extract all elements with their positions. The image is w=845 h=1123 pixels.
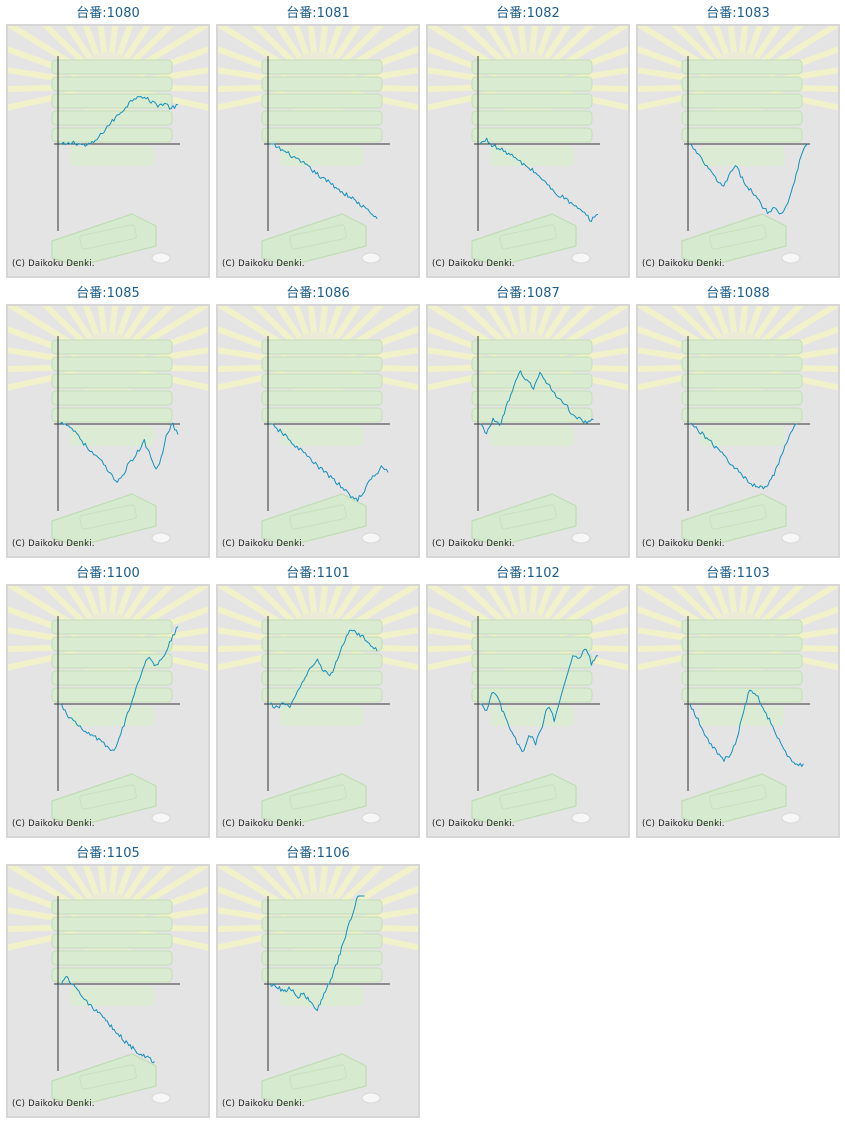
slump-graph-svg xyxy=(8,866,208,1107)
slump-line xyxy=(59,626,179,752)
slump-graph-panel: (C) Daikoku Denki. xyxy=(6,864,210,1118)
slump-line xyxy=(689,143,809,215)
machine-number-title: 台番:1080 xyxy=(76,6,140,21)
machine-number-title: 台番:1088 xyxy=(706,286,770,301)
machine-chart-card: 台番:1088 (C) Daikoku Denki. xyxy=(636,282,840,558)
slump-graph-panel: (C) Daikoku Denki. xyxy=(6,304,210,558)
slump-graph-svg xyxy=(428,306,628,547)
slump-graph-panel: (C) Daikoku Denki. xyxy=(426,24,630,278)
slump-graph-panel: (C) Daikoku Denki. xyxy=(216,304,420,558)
slump-graph-svg xyxy=(638,306,838,547)
slump-graph-panel: (C) Daikoku Denki. xyxy=(6,584,210,838)
machine-chart-card: 台番:1102 (C) Daikoku Denki. xyxy=(426,562,630,838)
machine-number-title: 台番:1086 xyxy=(286,286,350,301)
slump-line xyxy=(269,143,378,220)
copyright-text: (C) Daikoku Denki. xyxy=(222,1099,305,1109)
slump-line xyxy=(59,421,179,483)
slump-graph-panel: (C) Daikoku Denki. xyxy=(216,24,420,278)
slump-line xyxy=(479,137,599,223)
slump-graph-svg xyxy=(8,306,208,547)
slump-graph-panel: (C) Daikoku Denki. xyxy=(426,304,630,558)
copyright-text: (C) Daikoku Denki. xyxy=(642,539,725,549)
slump-line xyxy=(689,422,798,490)
machine-chart-card: 台番:1106 (C) Daikoku Denki. xyxy=(216,842,420,1118)
slump-line xyxy=(479,648,599,752)
copyright-text: (C) Daikoku Denki. xyxy=(432,819,515,829)
copyright-text: (C) Daikoku Denki. xyxy=(432,539,515,549)
copyright-text: (C) Daikoku Denki. xyxy=(222,819,305,829)
slump-graph-svg xyxy=(218,306,418,547)
slump-graph-panel: (C) Daikoku Denki. xyxy=(216,864,420,1118)
machine-number-title: 台番:1100 xyxy=(76,566,140,581)
slump-graph-svg xyxy=(8,26,208,267)
machine-chart-card: 台番:1100 (C) Daikoku Denki. xyxy=(6,562,210,838)
slump-graph-panel: (C) Daikoku Denki. xyxy=(216,584,420,838)
copyright-text: (C) Daikoku Denki. xyxy=(12,539,95,549)
machine-number-title: 台番:1083 xyxy=(706,6,770,21)
copyright-text: (C) Daikoku Denki. xyxy=(12,819,95,829)
copyright-text: (C) Daikoku Denki. xyxy=(12,259,95,269)
slump-graph-svg xyxy=(638,26,838,267)
machine-number-title: 台番:1105 xyxy=(76,846,140,861)
slump-graph-panel: (C) Daikoku Denki. xyxy=(426,584,630,838)
machine-chart-card: 台番:1103 (C) Daikoku Denki. xyxy=(636,562,840,838)
machine-number-title: 台番:1085 xyxy=(76,286,140,301)
slump-graph-svg xyxy=(8,586,208,827)
slump-line xyxy=(269,423,389,502)
machine-number-title: 台番:1106 xyxy=(286,846,350,861)
machine-number-title: 台番:1101 xyxy=(286,566,350,581)
slump-graph-svg xyxy=(428,586,628,827)
slump-graph-svg xyxy=(218,866,418,1107)
machine-chart-card: 台番:1085 (C) Daikoku Denki. xyxy=(6,282,210,558)
machine-number-title: 台番:1082 xyxy=(496,6,560,21)
slump-graph-svg xyxy=(218,26,418,267)
copyright-text: (C) Daikoku Denki. xyxy=(642,819,725,829)
slump-graph-svg xyxy=(218,586,418,827)
slump-graph-panel: (C) Daikoku Denki. xyxy=(636,304,840,558)
slump-line xyxy=(269,629,378,709)
slump-line xyxy=(269,895,365,1012)
machine-chart-card: 台番:1083 (C) Daikoku Denki. xyxy=(636,2,840,278)
machine-chart-card: 台番:1080 (C) Daikoku Denki. xyxy=(6,2,210,278)
slump-line xyxy=(59,96,179,147)
copyright-text: (C) Daikoku Denki. xyxy=(222,259,305,269)
slump-graph-panel: (C) Daikoku Denki. xyxy=(636,584,840,838)
machine-chart-card: 台番:1081 (C) Daikoku Denki. xyxy=(216,2,420,278)
slump-line xyxy=(59,975,155,1064)
machine-chart-card: 台番:1082 (C) Daikoku Denki. xyxy=(426,2,630,278)
machine-chart-card: 台番:1101 (C) Daikoku Denki. xyxy=(216,562,420,838)
slump-line xyxy=(689,689,804,767)
slump-graph-svg xyxy=(638,586,838,827)
copyright-text: (C) Daikoku Denki. xyxy=(432,259,515,269)
machine-chart-card: 台番:1105 (C) Daikoku Denki. xyxy=(6,842,210,1118)
machine-number-title: 台番:1081 xyxy=(286,6,350,21)
copyright-text: (C) Daikoku Denki. xyxy=(12,1099,95,1109)
machine-number-title: 台番:1102 xyxy=(496,566,560,581)
machine-chart-card: 台番:1086 (C) Daikoku Denki. xyxy=(216,282,420,558)
machine-number-title: 台番:1103 xyxy=(706,566,770,581)
slump-line xyxy=(479,370,594,435)
slump-graph-svg xyxy=(428,26,628,267)
slump-graph-panel: (C) Daikoku Denki. xyxy=(636,24,840,278)
slump-graph-panel: (C) Daikoku Denki. xyxy=(6,24,210,278)
machine-number-title: 台番:1087 xyxy=(496,286,560,301)
copyright-text: (C) Daikoku Denki. xyxy=(642,259,725,269)
machine-chart-card: 台番:1087 (C) Daikoku Denki. xyxy=(426,282,630,558)
copyright-text: (C) Daikoku Denki. xyxy=(222,539,305,549)
